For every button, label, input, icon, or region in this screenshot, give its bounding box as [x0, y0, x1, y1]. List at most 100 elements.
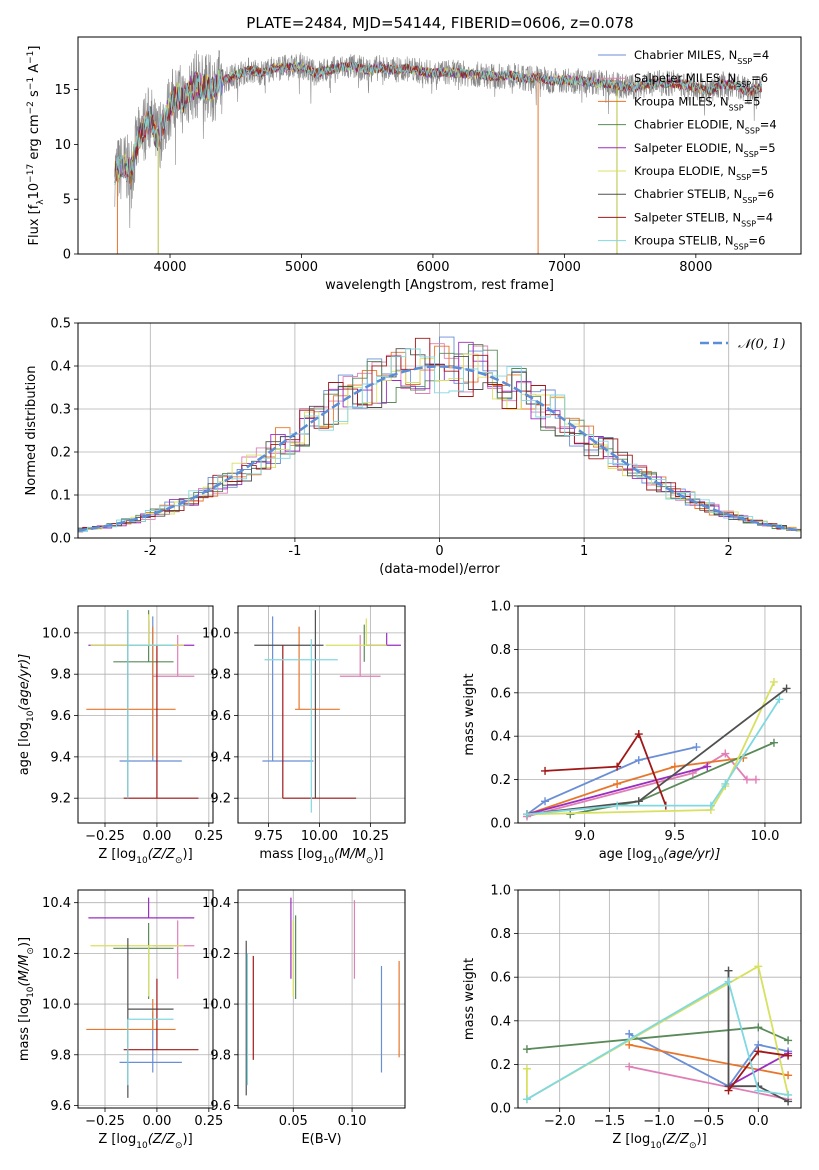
- residuals-ytick-label: 0.0: [50, 532, 71, 547]
- mass_weight_vs_age-ytick-label: 0.4: [490, 730, 511, 745]
- age_vs_mass-point-2: [295, 626, 340, 710]
- mass_vs_ebv-ytick-label: 9.6: [210, 1099, 231, 1114]
- residuals-ytick-label: 0.4: [50, 360, 71, 375]
- mass_vs_Z-ylabel: mass [log10(M/M⊙)]: [17, 937, 36, 1061]
- mass_weight_vs_Z-marker-2: [784, 1071, 793, 1080]
- mass_weight_vs_Z-line-2: [629, 1043, 789, 1077]
- age_vs_mass-ytick-label: 9.8: [210, 668, 231, 683]
- mass_weight_vs_Z-line-5: [526, 964, 789, 1101]
- spectrum-axes: 4000 5000 6000 7000 8000 0 5 10 15 wavelength [An…: [26, 36, 802, 293]
- histogram-8: [78, 348, 801, 532]
- mass_vs_ebv-axes: 0.05 0.10 9.6 9.8 10.0 10.2 10.4 E(B-V): [202, 889, 406, 1147]
- mass_weight_vs_Z-series: [522, 962, 793, 1106]
- mass_weight_vs_age-marker-4: [703, 762, 712, 771]
- spectrum-xtick-label: 4000: [153, 260, 186, 275]
- mass_vs_Z-point-2: [86, 999, 176, 1031]
- mass_vs_Z-errorbars: [86, 897, 199, 1098]
- mass_weight_vs_age-marker-0: [634, 756, 643, 765]
- spectrum-data-line: [114, 50, 762, 229]
- mass_vs_ebv-ytick-label: 10.4: [202, 896, 231, 911]
- spectrum-ytick-label: 5: [63, 193, 71, 208]
- mass_weight_vs_Z-marker-5: [522, 1064, 531, 1073]
- residuals-xlabel: (data-model)/error: [379, 562, 500, 577]
- mass_weight_vs_Z-frame: [517, 889, 802, 1109]
- age_vs_mass-ytick-label: 9.2: [210, 792, 231, 807]
- mass_weight_vs_age-series: [523, 677, 791, 821]
- mass_weight_vs_Z-axes: −2.0 −1.5 −1.0 −0.5 0.0 0.0 0.2 0.4 0.6 0.8 1.0 Z […: [462, 884, 802, 1151]
- mass_weight_vs_Z-xtick-label: −0.5: [693, 1114, 725, 1129]
- mass_vs_ebv-frame: [237, 889, 406, 1109]
- age_vs_mass-ytick-label: 10.0: [202, 626, 231, 641]
- mass_vs_Z-point-5: [90, 945, 184, 997]
- age_vs_mass-point-8: [264, 639, 338, 813]
- mass_vs_Z-point-4: [88, 897, 195, 919]
- residuals-ytick-label: 0.3: [50, 403, 71, 418]
- mass_weight_vs_age-marker-8: [721, 779, 730, 788]
- mass_vs_Z-frame: [77, 889, 214, 1109]
- mass_weight_vs_age-ytick-label: 0.6: [490, 686, 511, 701]
- age_vs_mass-point-7: [282, 645, 357, 799]
- legend-label-6: Chabrier STELIB, NSSP=6: [634, 187, 774, 205]
- mass_weight_vs_age-ytick-label: 0.8: [490, 643, 511, 658]
- age_vs_Z-ytick-label: 9.6: [50, 709, 71, 724]
- mass_weight_vs_Z-ytick-label: 1.0: [490, 884, 511, 899]
- spectrum-model-line-7: [114, 61, 762, 184]
- mass_weight_vs_Z-marker-7: [784, 1051, 793, 1060]
- mass_weight_vs_age-marker-8: [613, 801, 622, 810]
- spectrum-ytick-label: 10: [54, 138, 71, 153]
- spectrum-legend: Chabrier MILES, NSSP=4 Salpeter MILES, NS…: [598, 48, 777, 251]
- mass_weight_vs_age-marker-0: [692, 743, 701, 752]
- age_vs_Z-point-1: [152, 634, 195, 677]
- mass_weight_vs_Z-marker-7: [724, 1086, 733, 1095]
- age_vs_mass-frame: [237, 605, 406, 824]
- mass_weight_vs_Z-marker-8: [784, 1090, 793, 1099]
- mass_weight_vs_age-line-2: [526, 757, 744, 816]
- mass_weight_vs_Z-ytick-label: 0.6: [490, 971, 511, 986]
- age_vs_Z-ytick-label: 9.8: [50, 668, 71, 683]
- age_vs_Z-xlabel: Z [log10(Z/Z⊙)]: [98, 847, 192, 866]
- mass_weight_vs_age-marker-2: [670, 762, 679, 771]
- legend-label-1: Salpeter MILES, NSSP=6: [634, 71, 768, 89]
- mass_weight_vs_Z-ytick-label: 0.4: [490, 1014, 511, 1029]
- residuals-axes: -2 -1 0 1 2 0.0 0.1 0.2 0.3 0.4 0.5 (data-model)/er…: [24, 317, 802, 577]
- mass_weight_vs_age-marker-3: [566, 810, 575, 819]
- mass_weight_vs_Z-marker-6: [724, 966, 733, 975]
- residuals-ytick-label: 0.2: [50, 446, 71, 461]
- mass_weight_vs_Z-marker-8: [522, 1095, 531, 1104]
- mass_weight_vs_Z-marker-3: [784, 1036, 793, 1045]
- mass_weight_vs_Z-ytick-label: 0.8: [490, 927, 511, 942]
- mass_weight_vs_age-xtick-label: 10.0: [750, 829, 779, 844]
- mass_weight_vs_age-marker-1: [751, 775, 760, 784]
- mass_weight_vs_Z-marker-2: [625, 1040, 634, 1049]
- age_vs_Z-ytick-label: 9.2: [50, 792, 71, 807]
- residuals-frame: [77, 322, 802, 539]
- age_vs_mass-axes: 9.75 10.00 10.25 9.2 9.4 9.6 9.8 10.0 mass [log1…: [202, 605, 406, 866]
- age_vs_mass-xtick-label: 10.00: [301, 829, 338, 844]
- mass_weight_vs_age-marker-0: [541, 797, 550, 806]
- residual-legend-label: 𝒩(0, 1): [738, 337, 785, 352]
- mass_weight_vs_Z-line-8: [526, 980, 789, 1101]
- mass_vs_Z-ytick-label: 10.4: [42, 896, 71, 911]
- spectrum-ytick-label: 0: [63, 248, 71, 263]
- mass_weight_vs_age-line-7: [544, 732, 667, 806]
- mass_weight_vs_Z-line-0: [628, 1033, 789, 1088]
- legend-label-3: Chabrier ELODIE, NSSP=4: [634, 118, 777, 136]
- mass_weight_vs_Z-xtick-label: −1.0: [643, 1114, 675, 1129]
- mass_weight_vs_age-marker-7: [613, 762, 622, 771]
- mass_weight_vs_Z-marker-0: [625, 1029, 634, 1038]
- mass_weight_vs_Z-ytick-label: 0.0: [490, 1102, 511, 1117]
- age_vs_Z-ylabel: age [log10(age/yr)]: [17, 654, 36, 776]
- spectrum-xtick-label: 8000: [679, 260, 712, 275]
- residuals-ytick-label: 0.1: [50, 489, 71, 504]
- mass_weight_vs_Z-xtick-label: −2.0: [544, 1114, 576, 1129]
- age_vs_mass-point-1: [339, 634, 381, 677]
- age_vs_Z-point-8: [127, 610, 174, 799]
- mass_vs_Z-ytick-label: 10.2: [42, 947, 71, 962]
- mass_weight_vs_age-marker-1: [742, 775, 751, 784]
- mass_weight_vs_age-marker-8: [775, 695, 784, 704]
- mass_weight_vs_Z-marker-5: [754, 962, 763, 971]
- mass_weight_vs_age-xtick-label: 9.0: [574, 829, 595, 844]
- mass_weight_vs_Z-line-1: [629, 1065, 789, 1101]
- mass_weight_vs_Z-marker-8: [724, 977, 733, 986]
- age_vs_mass-xtick-label: 10.25: [352, 829, 389, 844]
